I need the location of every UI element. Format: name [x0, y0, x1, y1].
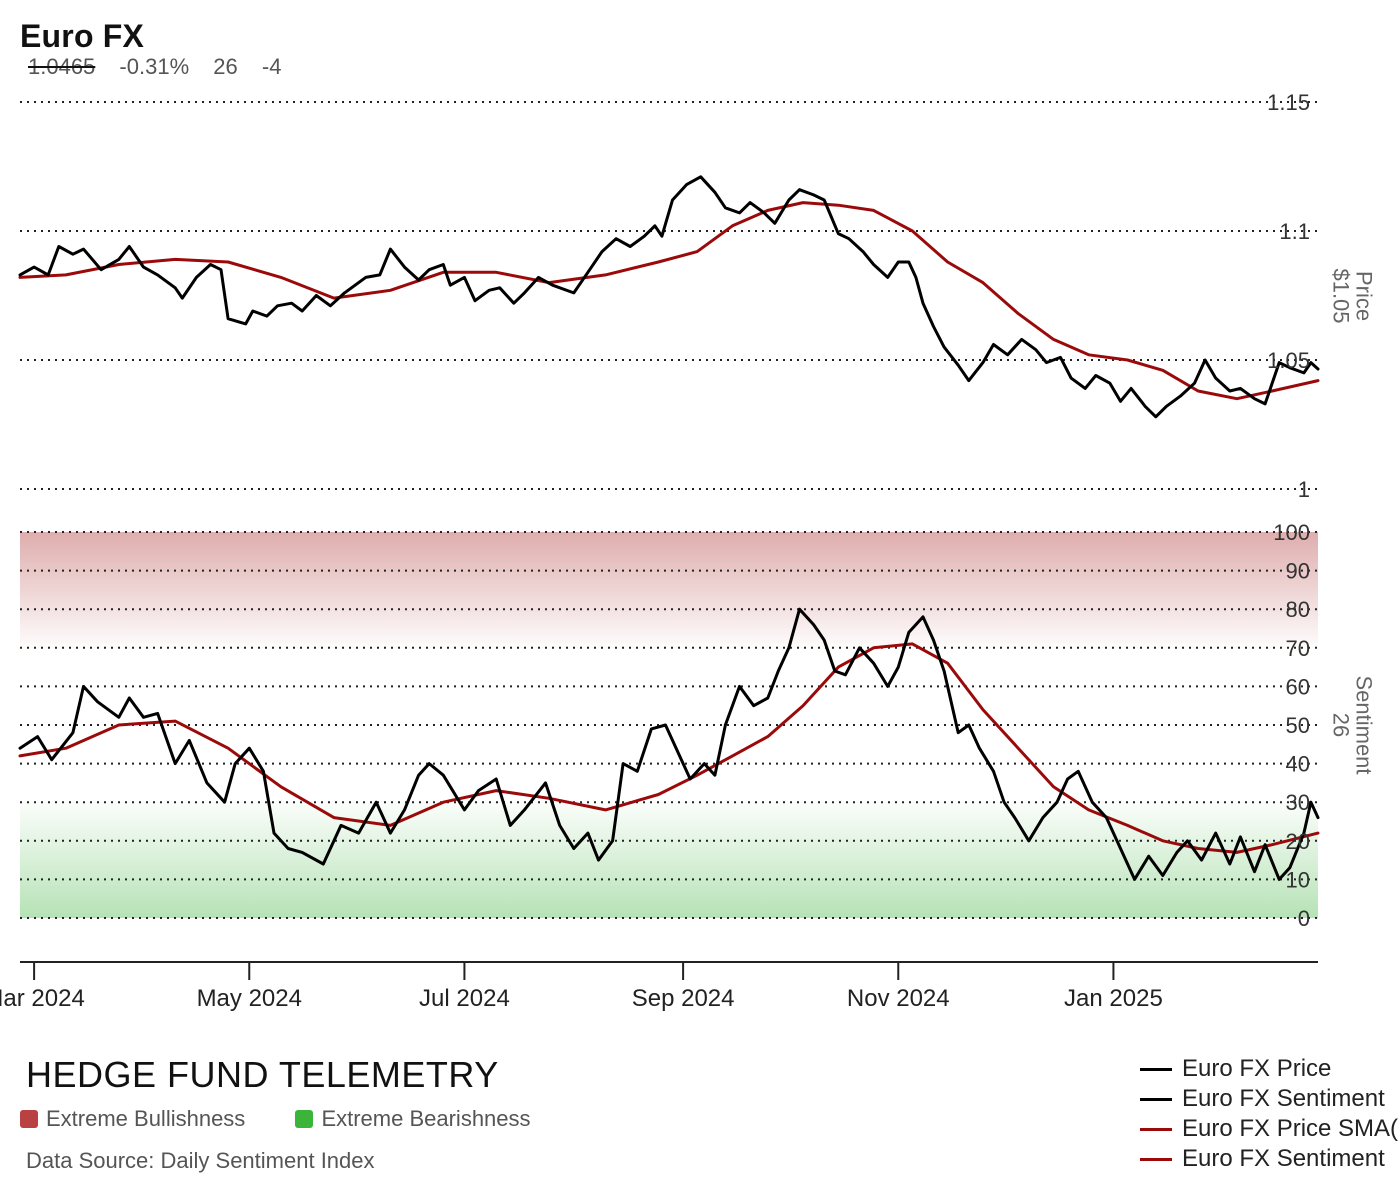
sentiment-30-tick-label: 30	[1286, 790, 1310, 815]
legend-item-price-sma[interactable]: Euro FX Price SMA(	[1140, 1114, 1400, 1144]
sentiment-change: -4	[261, 54, 282, 79]
euro-fx-chart: 1 1.05 1.1 1.15 0 10 20 30 40 50 60 70 80 90 100 Price$…	[0, 90, 1376, 1012]
sentiment-axis-label: Sentiment26	[1328, 675, 1376, 774]
legend-label-sentiment: Euro FX Sentiment	[1182, 1085, 1385, 1112]
legend-label-sentiment-sma: Euro FX Sentiment	[1182, 1145, 1385, 1172]
sentiment-10-tick-label: 10	[1286, 867, 1310, 892]
sentiment-sma-line	[18, 642, 1320, 854]
sentiment-line	[18, 607, 1320, 881]
bear-zone-swatch	[295, 1110, 314, 1128]
sentiment-20-tick-label: 20	[1286, 829, 1310, 854]
chart-title: Euro FX	[20, 18, 145, 54]
sentiment-60-tick-label: 60	[1286, 674, 1310, 699]
sentiment-value: 26	[213, 54, 238, 79]
header-stats: 1.0465 -0.31% 26 -4	[28, 54, 299, 80]
x-tick-label-2024-09-01: Sep 2024	[632, 985, 735, 1012]
legend-label-price: Euro FX Price	[1182, 1055, 1332, 1082]
price-axis-label: Price$1.05	[1328, 268, 1376, 323]
bear-zone-legend-item: Extreme Bearishness	[295, 1106, 531, 1132]
brand-name: HEDGE FUND TELEMETRY	[26, 1054, 499, 1095]
legend-line-price	[1140, 1068, 1172, 1072]
legend-item-sentiment-sma[interactable]: Euro FX Sentiment	[1140, 1144, 1400, 1174]
x-tick-label-2024-05-01: May 2024	[197, 985, 302, 1012]
zone-legend: Extreme Bullishness Extreme Bearishness	[20, 1106, 575, 1132]
sentiment-70-tick-label: 70	[1286, 636, 1310, 661]
x-tick-label-2024-11-01: Nov 2024	[847, 985, 950, 1012]
sentiment-40-tick-label: 40	[1286, 752, 1310, 777]
sentiment-100-tick-label: 100	[1273, 520, 1310, 545]
price-1-15-tick-label: 1.15	[1267, 90, 1310, 115]
price-1-tick-label: 1	[1298, 477, 1310, 502]
sentiment-50-tick-label: 50	[1286, 713, 1310, 738]
x-tick-label-2025-01-01: Jan 2025	[1064, 985, 1163, 1012]
price-sma-line	[18, 201, 1320, 401]
legend-item-sentiment[interactable]: Euro FX Sentiment	[1140, 1084, 1400, 1114]
legend-line-sentiment	[1140, 1098, 1172, 1102]
series-legend: Euro FX Price Euro FX Sentiment Euro FX …	[1140, 1054, 1400, 1174]
bull-zone-legend-item: Extreme Bullishness	[20, 1106, 245, 1132]
extreme-bearishness-band	[20, 802, 1318, 918]
last-price: 1.0465	[28, 54, 96, 79]
x-tick-label-2024-03-01: Mar 2024	[0, 985, 85, 1012]
legend-line-sentiment-sma	[1140, 1158, 1172, 1162]
price-change-percent: -0.31%	[119, 54, 190, 79]
legend-label-price-sma: Euro FX Price SMA(	[1182, 1115, 1399, 1142]
x-tick-label-2024-07-01: Jul 2024	[419, 985, 510, 1012]
sentiment-90-tick-label: 90	[1286, 559, 1310, 584]
sentiment-80-tick-label: 80	[1286, 597, 1310, 622]
legend-line-price-sma	[1140, 1128, 1172, 1132]
price-line	[18, 175, 1320, 419]
price-1-1-tick-label: 1.1	[1279, 219, 1310, 244]
price-1-05-tick-label: 1.05	[1267, 348, 1310, 373]
bear-zone-label: Extreme Bearishness	[321, 1106, 531, 1131]
sentiment-0-tick-label: 0	[1298, 906, 1310, 931]
data-source: Data Source: Daily Sentiment Index	[26, 1148, 375, 1173]
bull-zone-label: Extreme Bullishness	[46, 1106, 246, 1131]
bull-zone-swatch	[20, 1110, 38, 1128]
legend-item-price[interactable]: Euro FX Price	[1140, 1054, 1400, 1084]
extreme-bullishness-band	[20, 532, 1318, 648]
